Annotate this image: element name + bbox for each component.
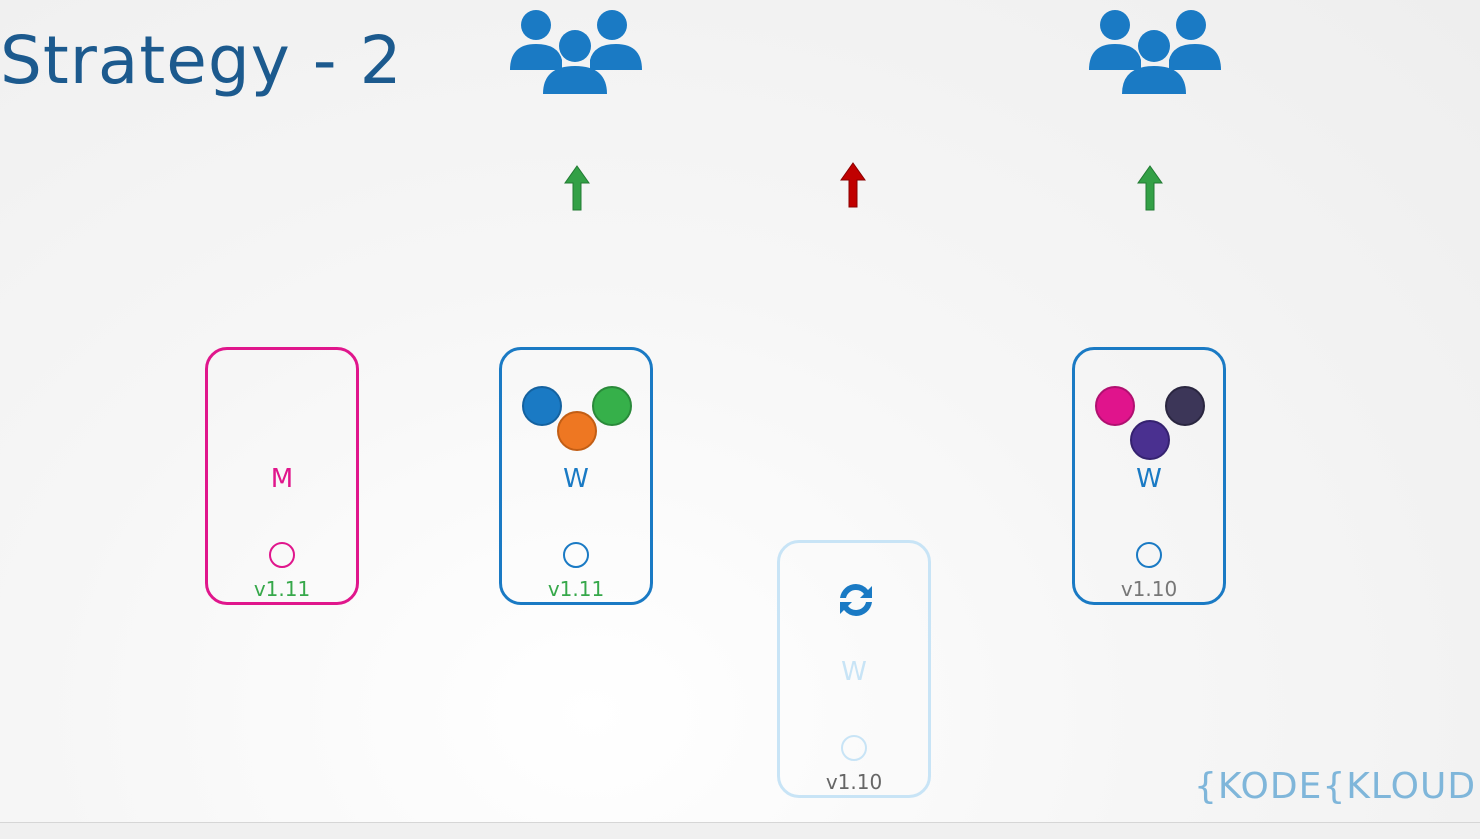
logo-brace: {	[1322, 766, 1347, 807]
pod-icon	[1095, 386, 1135, 426]
node-letter: W	[1136, 464, 1162, 494]
node-letter: M	[270, 464, 294, 494]
kubelet-ring-icon	[841, 735, 867, 761]
up-arrow-icon	[840, 162, 866, 208]
pod-icon	[522, 386, 562, 426]
logo-text-kode: KODE	[1217, 766, 1323, 807]
node-version: v1.10	[825, 770, 883, 794]
logo-text-kloud: KLOUD	[1346, 766, 1477, 807]
pod-icon	[592, 386, 632, 426]
pod-icon	[1165, 386, 1205, 426]
up-arrow-icon	[1137, 165, 1163, 211]
refresh-icon	[840, 583, 872, 617]
node-version: v1.10	[1120, 577, 1178, 601]
users-group-icon	[510, 10, 642, 94]
worker-node-3: W v1.10	[1072, 347, 1226, 605]
kodekloud-logo: {KODE{KLOUD	[1194, 766, 1476, 807]
node-version: v1.11	[253, 577, 311, 601]
worker-node-2: W v1.10	[777, 540, 931, 798]
node-version: v1.11	[547, 577, 605, 601]
pod-icon	[557, 411, 597, 451]
logo-brace: {	[1194, 766, 1218, 807]
up-arrow-icon	[564, 165, 590, 211]
worker-node-1: W v1.11	[499, 347, 653, 605]
node-letter: W	[563, 464, 589, 494]
bottom-bar	[0, 822, 1480, 839]
slide-title: Strategy - 2	[0, 22, 403, 99]
node-letter: W	[841, 657, 867, 687]
kubelet-ring-icon	[269, 542, 295, 568]
users-group-icon	[1089, 10, 1221, 94]
pod-icon	[1130, 420, 1170, 460]
kubelet-ring-icon	[1136, 542, 1162, 568]
kubelet-ring-icon	[563, 542, 589, 568]
master-node: M v1.11	[205, 347, 359, 605]
